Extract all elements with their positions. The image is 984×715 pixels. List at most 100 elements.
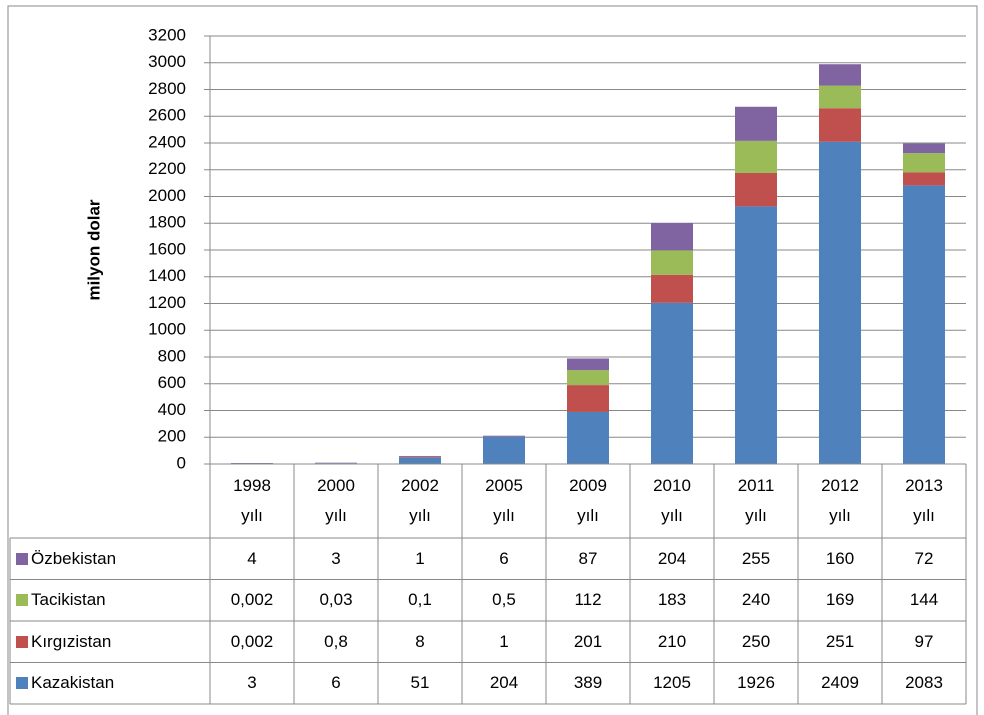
table-value: 1926: [737, 673, 775, 693]
y-tick-label: 1000: [148, 320, 186, 339]
legend-entry: Kırgızistan: [10, 621, 210, 663]
bar-segment: [651, 250, 693, 275]
bar-segment: [483, 435, 525, 437]
table-value: 0,03: [319, 590, 353, 610]
bar-segment: [819, 108, 861, 142]
bar-segment: [231, 463, 273, 464]
table-value: 72: [914, 548, 934, 568]
y-tick-label: 2800: [148, 79, 186, 98]
y-tick-label: 1600: [148, 239, 186, 258]
table-value: 97: [914, 631, 934, 651]
y-tick-label: 1400: [148, 266, 186, 285]
legend-key: [16, 635, 28, 648]
y-tick-label: 1200: [148, 293, 186, 312]
bar-segment: [819, 141, 861, 464]
category-label: 2012 yılı: [821, 476, 859, 525]
category-label: 2002 yılı: [401, 476, 439, 525]
y-tick-label: 2200: [148, 159, 186, 178]
table-value: 169: [825, 590, 855, 610]
legend-label: Kazakistan: [31, 673, 115, 693]
table-value: 144: [909, 590, 939, 610]
y-tick-label: 2600: [148, 106, 186, 125]
bar-segment: [651, 222, 693, 251]
table-value: 112: [574, 590, 602, 610]
bar-segment: [567, 370, 609, 386]
table-value: 210: [657, 631, 687, 651]
bar-segment: [483, 436, 525, 464]
table-value: 250: [741, 631, 771, 651]
y-tick-label: 400: [158, 400, 186, 419]
table-value: 183: [657, 590, 687, 610]
table-value: 51: [410, 673, 430, 693]
y-tick-label: 2000: [148, 186, 186, 205]
y-tick-label: 3000: [148, 52, 186, 71]
legend-label: Tacikistan: [31, 590, 106, 610]
table-value: 8: [415, 631, 425, 651]
table-value: 2083: [905, 673, 943, 693]
bar-segment: [903, 172, 945, 186]
category-label: 2000 yılı: [317, 476, 355, 525]
y-tick-label: 600: [158, 373, 186, 392]
table-value: 3: [247, 673, 257, 693]
table-value: 0,002: [230, 631, 274, 651]
bar-segment: [735, 206, 777, 464]
table-value: 3: [331, 548, 341, 568]
table-value: 0,002: [230, 590, 274, 610]
table-value: 1: [499, 631, 509, 651]
bar-segment: [735, 106, 777, 141]
bar-segment: [567, 411, 609, 464]
table-value: 1205: [653, 673, 691, 693]
y-tick-label: 800: [158, 346, 186, 365]
bar-segment: [651, 302, 693, 464]
table-value: 2409: [821, 673, 859, 693]
table-value: 0,1: [408, 590, 432, 610]
chart-border: [7, 5, 978, 715]
legend-entry: Kazakistan: [10, 663, 210, 705]
legend-key: [16, 677, 28, 690]
table-value: 4: [247, 548, 257, 568]
table-value: 6: [499, 548, 509, 568]
category-label: 1998 yılı: [233, 476, 271, 525]
bar-segment: [567, 385, 609, 412]
legend-key: [16, 552, 28, 565]
table-value: 240: [741, 590, 771, 610]
bar-segment: [903, 153, 945, 173]
bar-segment: [735, 140, 777, 173]
bar-segment: [399, 456, 441, 458]
table-value: 0,8: [324, 631, 348, 651]
legend-entry: Özbekistan: [10, 538, 210, 580]
y-tick-label: 0: [177, 453, 186, 472]
table-value: 204: [657, 548, 687, 568]
table-value: 201: [573, 631, 603, 651]
bar-segment: [651, 274, 693, 303]
table-value: 160: [825, 548, 855, 568]
table-value: 251: [825, 631, 855, 651]
category-label: 2013 yılı: [905, 476, 943, 525]
category-label: 2011 yılı: [737, 476, 775, 525]
bar-segment: [567, 358, 609, 371]
table-value: 204: [489, 673, 519, 693]
bar-segment: [903, 185, 945, 464]
table-value: 1: [415, 548, 425, 568]
y-tick-label: 3200: [148, 25, 186, 44]
bar-segment: [903, 143, 945, 154]
category-label: 2009 yılı: [569, 476, 607, 525]
category-label: 2010 yılı: [653, 476, 691, 525]
bar-segment: [735, 172, 777, 207]
y-axis-label: milyon dolar: [84, 199, 103, 300]
category-label: 2005 yılı: [485, 476, 523, 525]
bar-segment: [819, 85, 861, 109]
table-value: 389: [573, 673, 603, 693]
y-tick-label: 2400: [148, 132, 186, 151]
legend-entry: Tacikistan: [10, 580, 210, 622]
table-value: 255: [741, 548, 771, 568]
bar-segment: [819, 64, 861, 86]
table-value: 6: [331, 673, 341, 693]
bar-segment: [399, 457, 441, 464]
legend-label: Özbekistan: [31, 548, 117, 568]
y-tick-label: 1800: [148, 213, 186, 232]
legend-label: Kırgızistan: [31, 631, 112, 651]
legend-key: [16, 594, 28, 607]
